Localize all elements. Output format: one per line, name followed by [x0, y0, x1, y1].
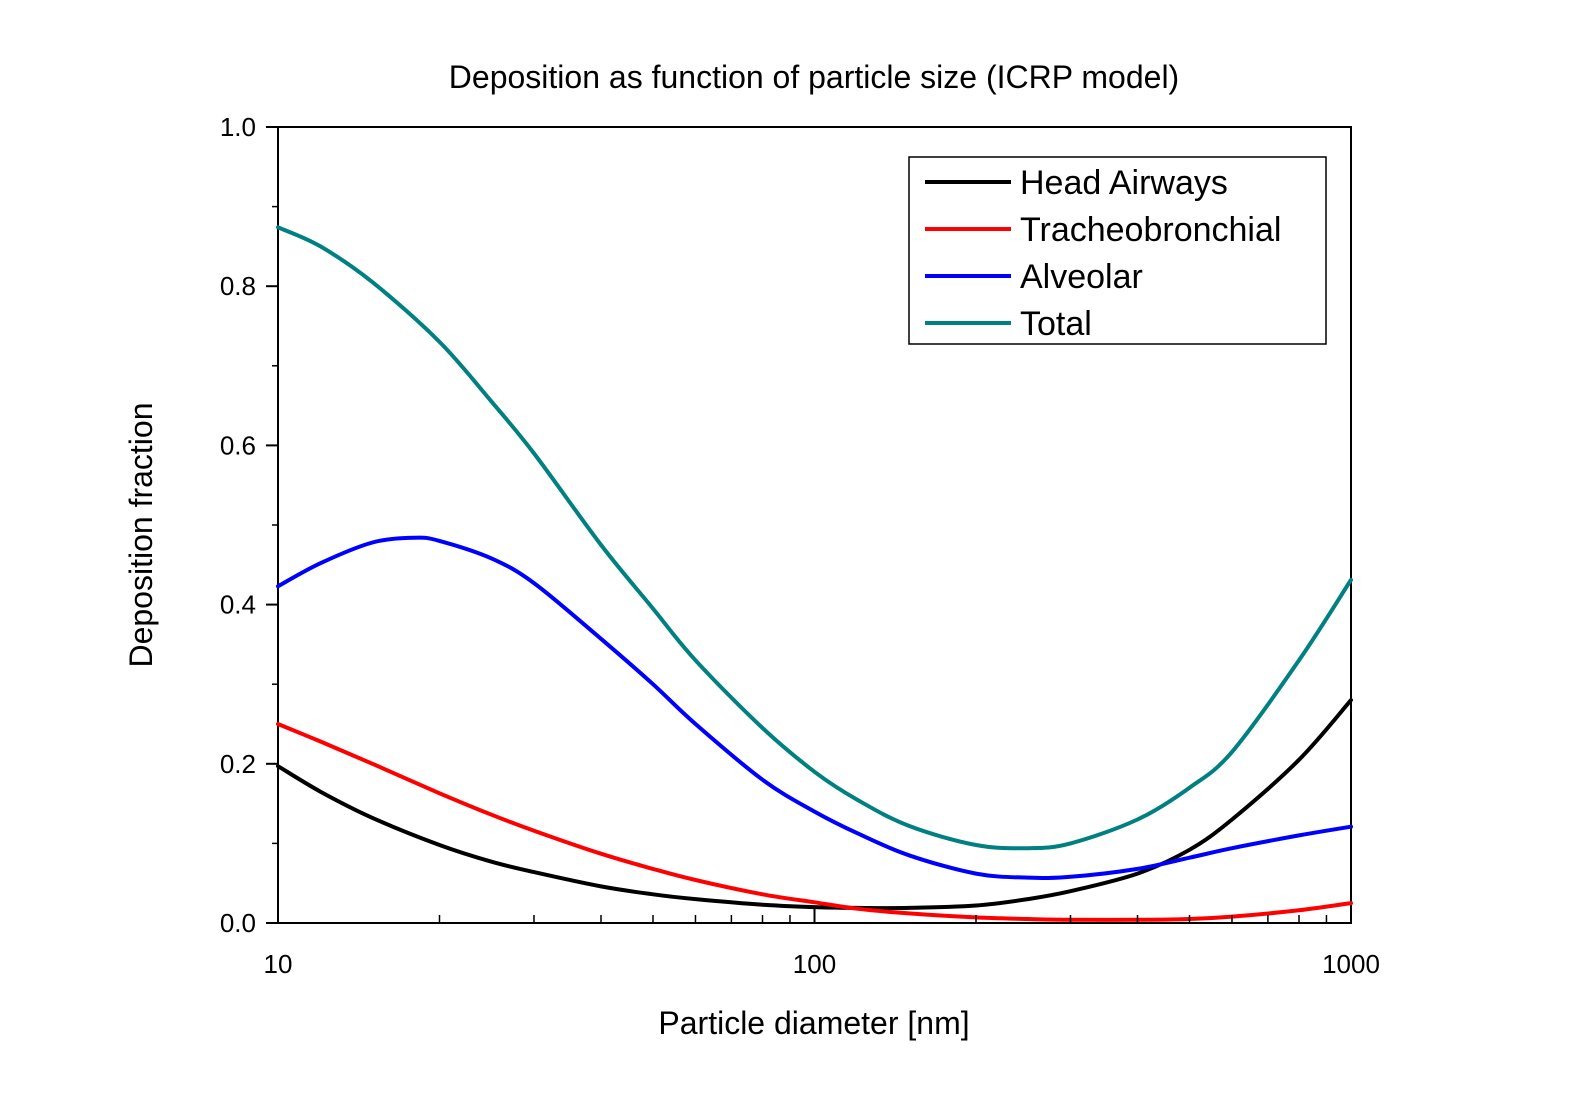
legend-label-tracheobronchial: Tracheobronchial [1020, 211, 1281, 249]
y-tick-label: 0.0 [220, 908, 256, 938]
series-line-head-airways [276, 698, 1353, 911]
x-tick-label: 10 [264, 949, 293, 979]
x-tick-label: 1000 [1322, 949, 1380, 979]
series-line-total [276, 225, 1353, 851]
y-axis-title: Deposition fraction [123, 402, 159, 667]
series-line-tracheobronchial [276, 722, 1353, 922]
series-lines [276, 225, 1353, 922]
series-line-alveolar [276, 535, 1353, 881]
y-tick-label: 0.8 [220, 271, 256, 301]
y-tick-label: 0.4 [220, 590, 256, 620]
y-tick-label: 1.0 [220, 112, 256, 142]
x-tick-label: 100 [793, 949, 836, 979]
y-axis: 0.0 0.2 0.4 0.6 0.8 1.0 [220, 112, 278, 938]
y-tick-label: 0.6 [220, 430, 256, 460]
legend: Head Airways Tracheobronchial Alveolar Tota… [908, 156, 1327, 345]
x-axis: 10 100 1000 [264, 909, 1380, 979]
legend-box [908, 156, 1327, 345]
chart-title: Deposition as function of particle size … [449, 59, 1179, 95]
x-axis-title: Particle diameter [nm] [658, 1005, 969, 1041]
legend-label-head-airways: Head Airways [1020, 164, 1228, 202]
y-tick-label: 0.2 [220, 749, 256, 779]
legend-label-total: Total [1020, 305, 1092, 343]
legend-label-alveolar: Alveolar [1020, 258, 1143, 296]
legend-entries: Head Airways Tracheobronchial Alveolar Tota… [925, 164, 1281, 343]
